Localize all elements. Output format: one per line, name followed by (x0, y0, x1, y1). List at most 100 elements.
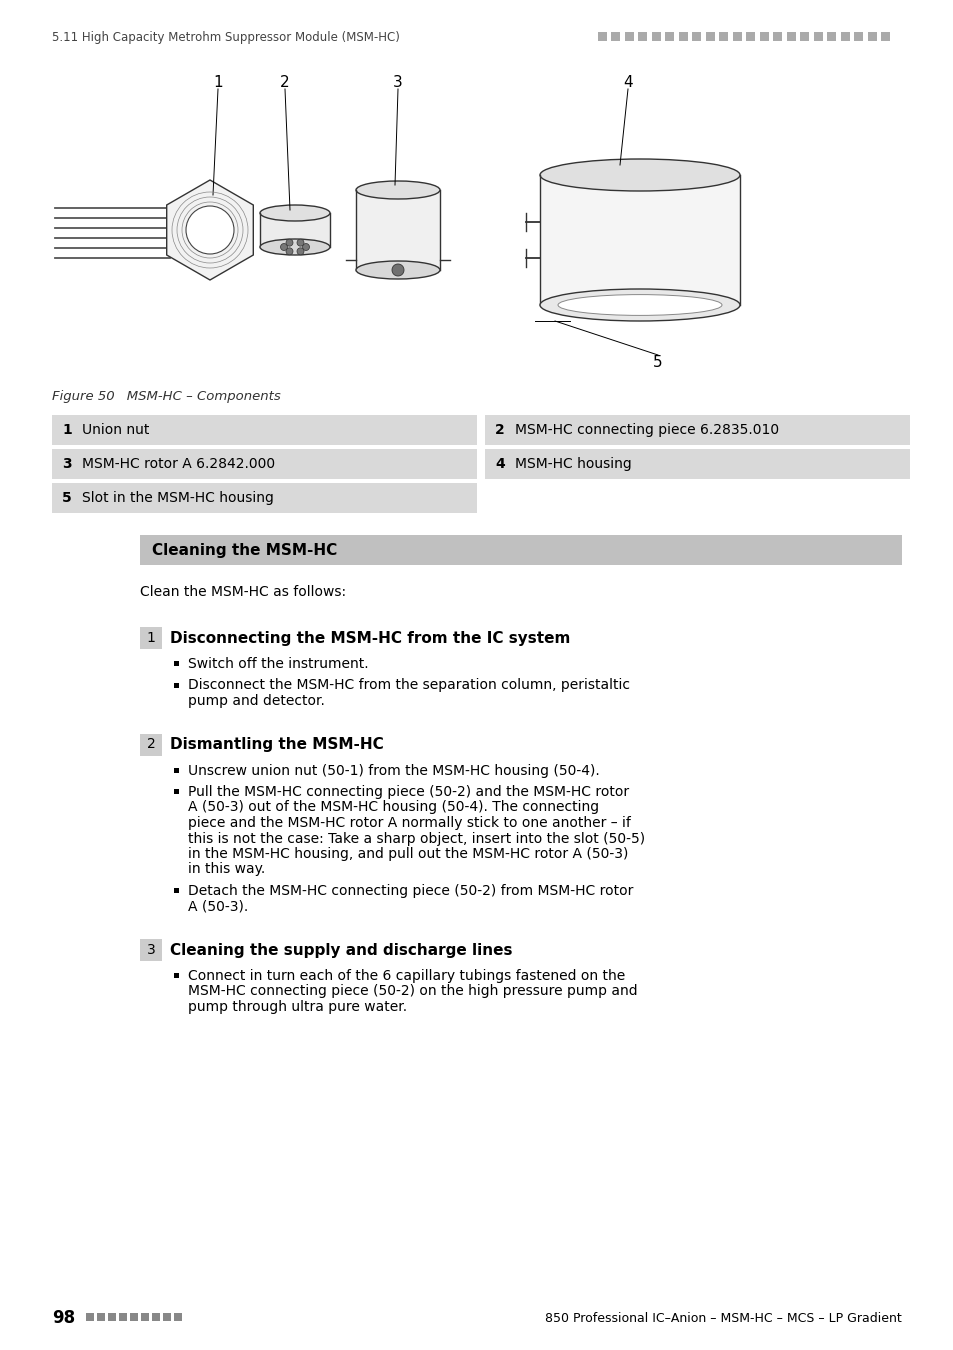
Text: piece and the MSM-HC rotor A normally stick to one another – if: piece and the MSM-HC rotor A normally st… (188, 815, 630, 830)
Text: Slot in the MSM-HC housing: Slot in the MSM-HC housing (82, 491, 274, 505)
Text: Figure 50: Figure 50 (52, 390, 114, 404)
Text: Clean the MSM-HC as follows:: Clean the MSM-HC as follows: (140, 585, 346, 599)
Text: Connect in turn each of the 6 capillary tubings fastened on the: Connect in turn each of the 6 capillary … (188, 969, 624, 983)
Text: 4: 4 (622, 76, 632, 90)
Text: this is not the case: Take a sharp object, insert into the slot (50-5): this is not the case: Take a sharp objec… (188, 832, 644, 845)
Text: 3: 3 (62, 458, 71, 471)
Bar (260, 213, 330, 248)
Polygon shape (167, 180, 253, 279)
Text: A (50-3) out of the MSM-HC housing (50-4). The connecting: A (50-3) out of the MSM-HC housing (50-4… (188, 801, 598, 814)
Bar (854, 32, 862, 40)
Text: MSM-HC rotor A 6.2842.000: MSM-HC rotor A 6.2842.000 (82, 458, 274, 471)
Text: Union nut: Union nut (82, 423, 150, 437)
Bar (97, 1314, 105, 1322)
Text: Cleaning the MSM-HC: Cleaning the MSM-HC (152, 543, 337, 558)
Bar (826, 32, 836, 40)
Ellipse shape (355, 261, 439, 279)
Text: Unscrew union nut (50-1) from the MSM-HC housing (50-4).: Unscrew union nut (50-1) from the MSM-HC… (188, 764, 599, 778)
Text: 2: 2 (495, 423, 504, 437)
Bar (130, 1314, 138, 1322)
Bar (140, 940, 162, 961)
Bar (539, 176, 740, 305)
Bar (52, 414, 476, 446)
Ellipse shape (260, 205, 330, 221)
Text: MSM-HC connecting piece 6.2835.010: MSM-HC connecting piece 6.2835.010 (515, 423, 779, 437)
Ellipse shape (558, 294, 721, 316)
Bar (108, 1314, 116, 1322)
Bar (665, 32, 674, 40)
Text: 5: 5 (62, 491, 71, 505)
Bar (173, 683, 179, 687)
Text: 4: 4 (495, 458, 504, 471)
Text: Dismantling the MSM-HC: Dismantling the MSM-HC (170, 737, 383, 752)
Text: 850 Professional IC–Anion – MSM-HC – MCS – LP Gradient: 850 Professional IC–Anion – MSM-HC – MCS… (545, 1311, 901, 1324)
Text: 2: 2 (147, 737, 155, 752)
Circle shape (286, 248, 293, 255)
Text: 1: 1 (213, 76, 223, 90)
Circle shape (392, 265, 403, 275)
Bar (611, 32, 619, 40)
Bar (140, 733, 162, 756)
Circle shape (286, 239, 293, 246)
Text: A (50-3).: A (50-3). (188, 899, 248, 914)
Text: Detach the MSM-HC connecting piece (50-2) from MSM-HC rotor: Detach the MSM-HC connecting piece (50-2… (188, 884, 633, 898)
Text: pump through ultra pure water.: pump through ultra pure water. (188, 1000, 407, 1014)
Bar (119, 1314, 127, 1322)
Bar (173, 1314, 182, 1322)
Text: in this way.: in this way. (188, 863, 265, 876)
Bar (841, 32, 849, 40)
Circle shape (280, 243, 287, 251)
Bar (705, 32, 714, 40)
Ellipse shape (539, 289, 740, 321)
Bar (692, 32, 700, 40)
Ellipse shape (260, 239, 330, 255)
Text: 1: 1 (147, 630, 155, 645)
Bar (773, 32, 781, 40)
Bar (598, 32, 606, 40)
Text: MSM-HC housing: MSM-HC housing (515, 458, 631, 471)
Bar (651, 32, 660, 40)
Text: in the MSM-HC housing, and pull out the MSM-HC rotor A (50-3): in the MSM-HC housing, and pull out the … (188, 846, 628, 861)
Text: Disconnecting the MSM-HC from the IC system: Disconnecting the MSM-HC from the IC sys… (170, 630, 570, 647)
Text: Pull the MSM-HC connecting piece (50-2) and the MSM-HC rotor: Pull the MSM-HC connecting piece (50-2) … (188, 784, 628, 799)
Text: 1: 1 (62, 423, 71, 437)
Bar (173, 973, 179, 977)
Bar (173, 788, 179, 794)
Text: 3: 3 (147, 944, 155, 957)
Text: 5.11 High Capacity Metrohm Suppressor Module (MSM-HC): 5.11 High Capacity Metrohm Suppressor Mo… (52, 31, 399, 45)
Ellipse shape (355, 181, 439, 198)
Bar (484, 450, 909, 479)
Text: MSM-HC connecting piece (50-2) on the high pressure pump and: MSM-HC connecting piece (50-2) on the hi… (188, 984, 637, 999)
Bar (163, 1314, 171, 1322)
Bar (173, 888, 179, 892)
Circle shape (296, 239, 304, 246)
Bar (140, 535, 901, 566)
Text: 3: 3 (393, 76, 402, 90)
Bar (86, 1314, 94, 1322)
Bar (719, 32, 728, 40)
Bar (141, 1314, 149, 1322)
Ellipse shape (539, 159, 740, 190)
Text: Cleaning the supply and discharge lines: Cleaning the supply and discharge lines (170, 944, 512, 958)
Bar (867, 32, 876, 40)
Bar (152, 1314, 160, 1322)
Bar (173, 768, 179, 772)
Text: Disconnect the MSM-HC from the separation column, peristaltic: Disconnect the MSM-HC from the separatio… (188, 679, 629, 693)
Bar (173, 662, 179, 666)
Bar (52, 450, 476, 479)
Bar (679, 32, 687, 40)
Bar (800, 32, 809, 40)
Bar (881, 32, 889, 40)
Text: 98: 98 (52, 1310, 75, 1327)
Bar (786, 32, 795, 40)
Bar (732, 32, 741, 40)
Circle shape (186, 207, 233, 254)
Bar (745, 32, 755, 40)
Circle shape (302, 243, 309, 251)
Text: Switch off the instrument.: Switch off the instrument. (188, 657, 368, 671)
Bar (140, 626, 162, 649)
Circle shape (296, 248, 304, 255)
Bar (624, 32, 634, 40)
Text: MSM-HC – Components: MSM-HC – Components (113, 390, 280, 404)
Bar (760, 32, 768, 40)
